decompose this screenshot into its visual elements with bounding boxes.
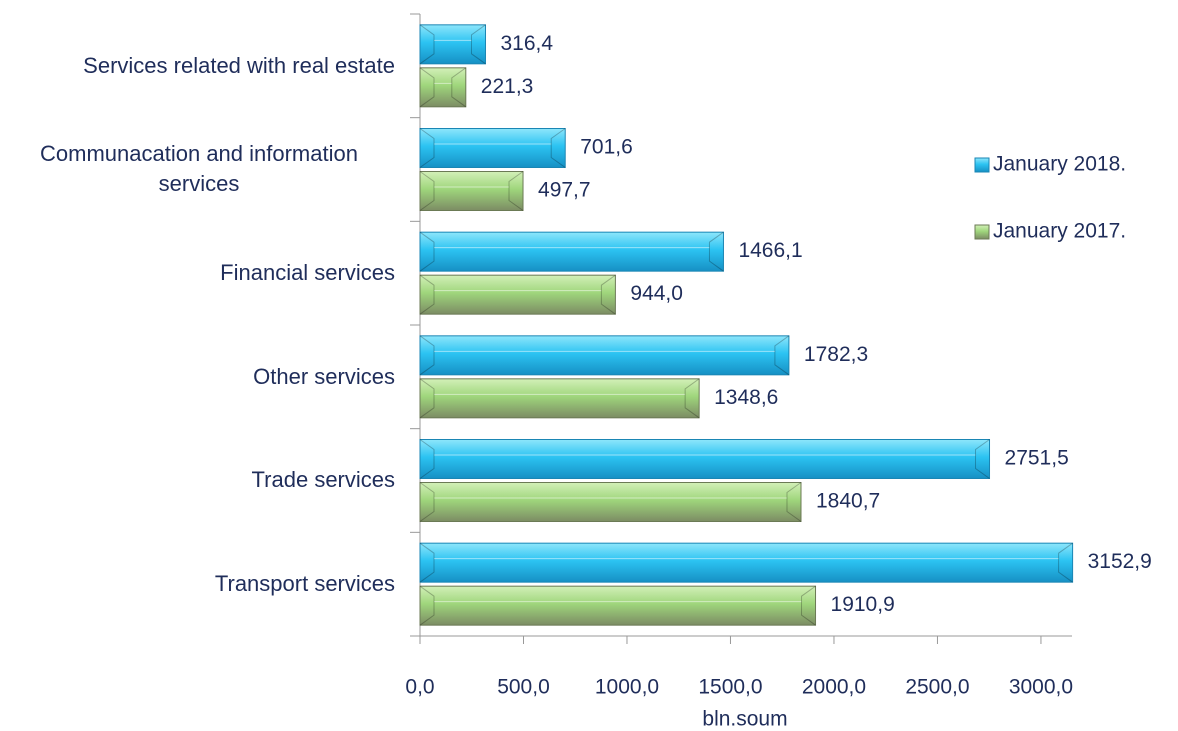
category-text: Trade services	[251, 467, 395, 493]
category-text: Services related with real estate	[83, 52, 395, 78]
bar-bevel	[419, 67, 467, 108]
value-label: 1466,1	[738, 239, 802, 262]
bar-bevel	[419, 378, 700, 419]
bar-bevel	[419, 24, 486, 65]
legend-swatch	[974, 157, 990, 173]
bar-bevel	[419, 231, 724, 272]
bar-bevel	[419, 335, 790, 376]
y-tick-label: Services related with real estate	[0, 14, 395, 118]
bar-bevel	[419, 542, 1073, 583]
bar-bevel	[419, 128, 566, 168]
y-tick-label: Transport services	[0, 532, 395, 636]
value-label: 3152,9	[1088, 550, 1152, 573]
bar	[419, 171, 524, 211]
value-label: 701,6	[580, 136, 633, 159]
x-tick-label: 0,0	[405, 676, 434, 699]
value-label: 221,3	[481, 75, 534, 98]
value-label: 1840,7	[816, 490, 880, 513]
bar-bevel	[419, 585, 816, 626]
bar	[419, 542, 1074, 583]
bar	[419, 24, 486, 65]
category-text: Financial services	[220, 260, 395, 286]
value-label: 1910,9	[831, 593, 895, 616]
x-axis-label: bln.soum	[702, 708, 787, 731]
category-text: Other services	[253, 363, 395, 389]
y-tick-label: Other services	[0, 325, 395, 429]
value-label: 1782,3	[804, 343, 868, 366]
y-tick-label: Financial services	[0, 221, 395, 325]
bar-bevel	[419, 171, 524, 211]
bar	[419, 439, 991, 479]
bar	[419, 335, 790, 376]
bar-bevel	[419, 439, 990, 479]
bar	[419, 585, 817, 626]
x-tick-label: 1500,0	[698, 676, 762, 699]
value-label: 944,0	[630, 282, 683, 305]
y-tick-label: Trade services	[0, 429, 395, 533]
bar	[419, 231, 724, 272]
x-tick-label: 2000,0	[802, 676, 866, 699]
x-tick-label: 3000,0	[1009, 676, 1073, 699]
legend-label: January 2017.	[993, 220, 1126, 243]
legend-label: January 2018.	[993, 153, 1126, 176]
bar	[419, 482, 802, 522]
value-label: 2751,5	[1005, 447, 1069, 470]
legend-swatch	[974, 224, 990, 240]
bar	[419, 128, 566, 168]
x-tick-label: 500,0	[497, 676, 550, 699]
bar	[419, 274, 616, 315]
bar	[419, 378, 700, 419]
bar-bevel	[419, 274, 616, 315]
x-tick-label: 1000,0	[595, 676, 659, 699]
category-text: Communacation and information services	[40, 141, 358, 197]
value-label: 497,7	[538, 179, 591, 202]
x-tick-label: 2500,0	[905, 676, 969, 699]
category-text: Transport services	[214, 571, 395, 597]
bar-bevel	[419, 482, 802, 522]
value-label: 1348,6	[714, 386, 778, 409]
value-label: 316,4	[500, 32, 553, 55]
y-tick-label: Communacation and information services	[0, 118, 395, 222]
bar	[419, 67, 467, 108]
